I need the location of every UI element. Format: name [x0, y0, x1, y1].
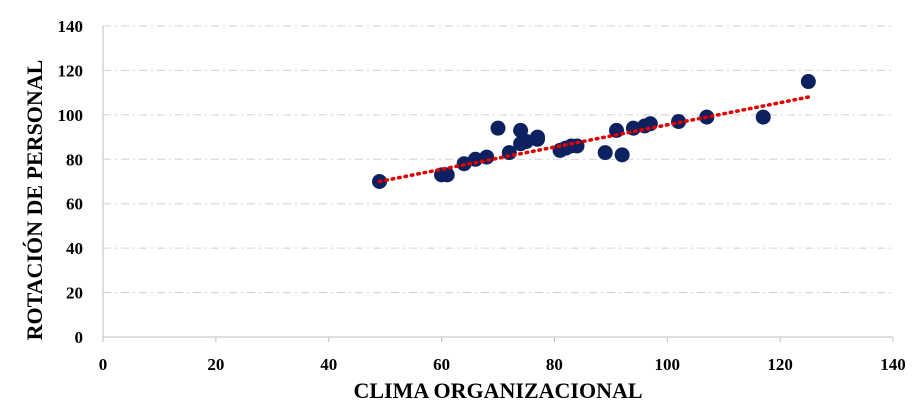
- y-tick-label: 20: [66, 284, 83, 303]
- y-axis-title: ROTACIÓN DE PERSONAL: [22, 60, 47, 341]
- x-tick-label: 0: [99, 355, 108, 374]
- x-tick-label: 20: [207, 355, 224, 374]
- point: [518, 134, 534, 150]
- x-tick-label: 120: [767, 355, 793, 374]
- point: [490, 120, 506, 136]
- point: [439, 167, 455, 183]
- x-tick-label: 140: [880, 355, 906, 374]
- y-tick-label: 60: [66, 195, 83, 214]
- point: [800, 74, 816, 90]
- point: [597, 145, 613, 161]
- y-tick-label: 0: [75, 328, 84, 347]
- point: [614, 147, 630, 163]
- trendline: [377, 95, 811, 184]
- y-tick-label: 40: [66, 239, 83, 258]
- x-tick-label: 80: [546, 355, 563, 374]
- x-tick-label: 60: [433, 355, 450, 374]
- x-tick-label: 40: [320, 355, 337, 374]
- point: [513, 122, 529, 138]
- y-tick-label: 120: [58, 61, 84, 80]
- y-tick-label: 100: [58, 106, 84, 125]
- point: [755, 109, 771, 125]
- x-tick-label: 100: [655, 355, 681, 374]
- y-tick-label: 80: [66, 150, 83, 169]
- point: [530, 131, 545, 147]
- x-axis-title: CLIMA ORGANIZACIONAL: [353, 378, 642, 403]
- y-tick-label: 140: [58, 17, 84, 36]
